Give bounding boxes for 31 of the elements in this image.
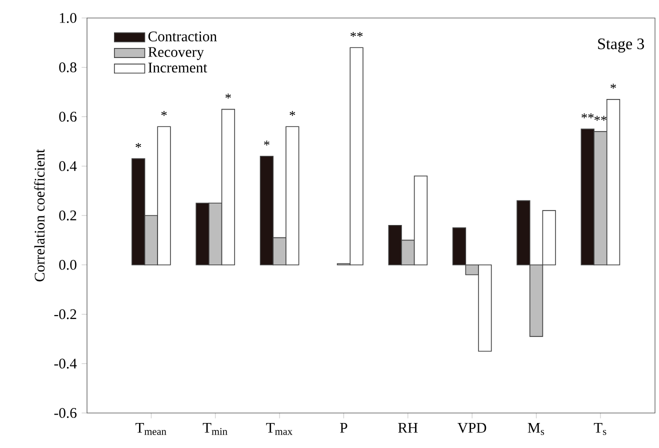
legend-label: Increment [148,62,208,73]
legend-label: Contraction [148,32,217,42]
x-tick-label: P [340,423,348,433]
data-label: * [290,110,296,116]
x-tick-label: VPD [458,423,486,433]
data-label: ** [350,32,363,37]
y-tick-label: 0.2 [59,210,76,220]
data-label: * [264,140,270,146]
y-tick-label: -0.2 [54,309,76,320]
data-label: * [161,110,167,116]
x-tick-label: T$_{max}$ [266,423,292,435]
y-tick-label: -0.4 [54,358,77,369]
y-tick-label: -0.6 [54,408,77,418]
data-label: * [136,143,142,148]
y-tick-label: 1.0 [60,13,76,23]
x-tick-label: T$_{mean}$ [136,423,166,435]
annotation: Stage 3 [598,38,644,53]
y-tick-label: 0.0 [59,260,76,270]
x-tick-label: T$_{s}$ [594,423,606,435]
y-tick-label: 0.6 [59,112,77,122]
data-label: * [226,94,231,99]
x-tick-label: RH [398,423,418,433]
x-tick-label: T$_{min}$ [202,423,228,435]
y-tick-label: 0.4 [59,161,77,172]
x-tick-label: M$_{s}$ [528,423,544,435]
legend-label: Recovery [148,47,204,60]
y-tick-label: 0.8 [59,62,76,72]
y-axis-title: Correlation coefficient [34,149,45,282]
data-label: ** [594,116,606,121]
data-label: ** [582,113,594,118]
data-label: * [610,84,616,89]
